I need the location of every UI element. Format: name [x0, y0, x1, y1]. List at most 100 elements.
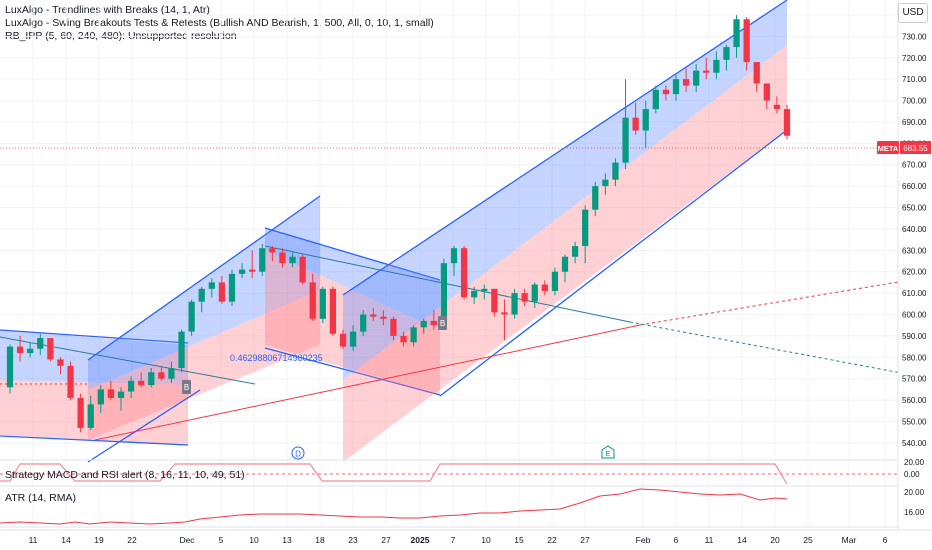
candle-body	[400, 335, 407, 343]
candle-body	[158, 372, 165, 379]
candle-body	[57, 359, 64, 366]
candle-body	[582, 209, 589, 247]
candle-body	[370, 314, 377, 317]
candle-body	[561, 256, 569, 272]
candle-body	[511, 293, 518, 315]
currency-label[interactable]: USD	[898, 3, 928, 23]
time-tick-label: 14	[61, 535, 71, 545]
candle-body	[420, 320, 427, 328]
price-tick-label: 590.00	[902, 332, 927, 341]
time-tick-label: 22	[127, 535, 137, 545]
candle-body	[148, 372, 155, 386]
price-tick-label: 670.00	[902, 161, 927, 170]
channel-4-upper-fill	[343, 0, 787, 380]
time-axis-ticks: 11 14 19 22 Dec 5 10 13 18 23 27 2025 7 10 15 22 27 Feb 6 1…	[29, 535, 888, 545]
channel-3-lower-fill	[265, 250, 440, 395]
trendline-resist-2	[264, 245, 631, 323]
price-tick-label: 650.00	[902, 204, 927, 213]
symbol-tag	[877, 141, 899, 154]
time-tick-label: 11	[705, 535, 714, 545]
break-b2: B	[440, 319, 445, 328]
candle-body	[329, 288, 337, 334]
candle-body	[491, 288, 498, 313]
price-axis-bg	[898, 0, 932, 550]
candle-body	[642, 109, 649, 131]
time-tick-label: 20	[770, 535, 780, 545]
time-tick-label: 22	[547, 535, 557, 545]
candle-body	[249, 269, 256, 272]
last-price-tag	[900, 141, 931, 154]
channel-3-bottom	[264, 347, 441, 396]
price-tick-label: 630.00	[902, 246, 927, 255]
time-tick-label: 6	[883, 535, 888, 545]
strategy-label[interactable]: Strategy MACD and RSI alert (8, 16, 11, …	[5, 469, 245, 481]
atr-label[interactable]: ATR (14, RMA)	[5, 492, 76, 504]
trendline-support	[94, 324, 641, 441]
candle-body	[168, 368, 175, 379]
channel-1-lower-fill	[0, 380, 188, 445]
candle-body	[309, 282, 316, 319]
marker-e-shape	[601, 445, 615, 459]
candle-body	[279, 252, 286, 264]
break-b2-box	[438, 316, 447, 330]
time-tick-label: 10	[481, 535, 491, 545]
channel-4	[342, 0, 788, 462]
candle-body	[723, 47, 730, 60]
candle-body	[703, 70, 710, 73]
channel-3-upper-fill	[265, 228, 440, 330]
candle-body	[733, 19, 740, 48]
candle-body	[218, 282, 226, 302]
price-axis-ticks: 740.00730.00720.00710.00700.00690.00680.…	[902, 11, 927, 448]
float-label: 0.46298806714980235	[230, 353, 323, 363]
candle-body	[107, 389, 115, 398]
price-tick-label: 720.00	[902, 54, 927, 63]
time-tick-label: 19	[94, 535, 104, 545]
candle-body	[360, 314, 367, 332]
time-axis-bg	[0, 530, 932, 550]
time-tick-label: 6	[674, 535, 679, 545]
candle-body	[632, 117, 639, 131]
candle-body	[450, 248, 458, 264]
channel-3	[264, 227, 441, 396]
price-tick-label: 540.00	[902, 439, 927, 448]
time-tick-label: 23	[348, 535, 358, 545]
price-tick-label: 660.00	[902, 182, 927, 191]
symbol-tag-text: META	[878, 144, 899, 153]
candle-body	[117, 391, 125, 398]
candle-body	[430, 320, 437, 326]
candle-body	[349, 331, 357, 347]
legend-trendlines[interactable]: LuxAlgo - Trendlines with Breaks (14, 1,…	[5, 4, 210, 16]
candle-body	[178, 331, 185, 368]
candle-body	[713, 59, 720, 73]
time-tick-label: 14	[737, 535, 747, 545]
legend-swing-breakouts[interactable]: LuxAlgo - Swing Breakouts Tests & Retest…	[5, 17, 434, 29]
candle-body	[460, 248, 468, 298]
candle-body	[541, 284, 548, 291]
time-tick-label: 18	[315, 535, 325, 545]
candle-body	[380, 316, 387, 319]
marker-d-circle	[291, 446, 305, 460]
candle-body	[471, 290, 478, 298]
price-tick-label: 570.00	[902, 375, 927, 384]
candle-body	[6, 346, 14, 388]
channel-1-bottom	[0, 435, 189, 446]
channel-1-upper-fill	[0, 330, 188, 385]
grid-lines	[0, 0, 898, 527]
time-tick-label: 27	[381, 535, 391, 545]
pane-tick-label: 0.00	[904, 470, 920, 479]
time-tick-label: 2025	[411, 535, 430, 545]
candle-body	[339, 333, 347, 347]
candle-body	[198, 288, 205, 302]
time-tick-label: 11	[29, 535, 38, 545]
candle-body	[410, 327, 417, 343]
price-tick-label: 550.00	[902, 417, 927, 426]
candle-body	[763, 83, 770, 101]
candle-body	[743, 19, 750, 63]
indicator-legend: LuxAlgo - Trendlines with Breaks (14, 1,…	[5, 4, 434, 43]
marker-e: E	[606, 451, 611, 458]
price-tick-label: 730.00	[902, 32, 927, 41]
candle-body	[682, 79, 690, 86]
trendline-support-ext	[639, 276, 929, 326]
candle-body	[622, 117, 629, 163]
